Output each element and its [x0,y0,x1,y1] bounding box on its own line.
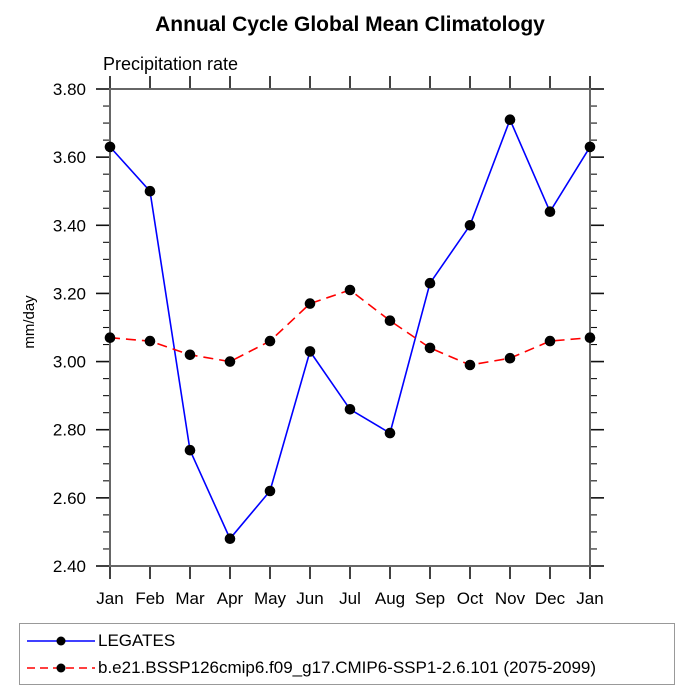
svg-text:Aug: Aug [375,589,405,608]
legend-label: LEGATES [98,631,176,650]
svg-text:2.80: 2.80 [53,421,86,440]
svg-text:3.80: 3.80 [53,80,86,99]
svg-text:3.60: 3.60 [53,148,86,167]
svg-text:2.60: 2.60 [53,489,86,508]
svg-text:Feb: Feb [135,589,164,608]
svg-text:Jan: Jan [96,589,123,608]
svg-text:Jun: Jun [296,589,323,608]
svg-text:3.40: 3.40 [53,216,86,235]
svg-text:May: May [254,589,287,608]
svg-text:Oct: Oct [457,589,484,608]
chart-title: Annual Cycle Global Mean Climatology [155,13,545,36]
svg-text:Jul: Jul [339,589,361,608]
svg-text:Jan: Jan [576,589,603,608]
svg-text:Apr: Apr [217,589,244,608]
svg-text:Dec: Dec [535,589,566,608]
svg-text:Nov: Nov [495,589,526,608]
legend-row: LEGATES [27,631,175,651]
legend-row: b.e21.BSSP126cmip6.f09_g17.CMIP6-SSP1-2.… [27,658,596,678]
svg-text:Sep: Sep [415,589,445,608]
legend-line-model-icon [27,663,95,673]
legend-line-legates-icon [27,636,95,646]
svg-text:3.20: 3.20 [53,284,86,303]
svg-text:3.00: 3.00 [53,353,86,372]
legend-box: LEGATES b.e21.BSSP126cmip6.f09_g17.CMIP6… [19,623,675,685]
chart-subtitle: Precipitation rate [103,54,239,74]
legend-label: b.e21.BSSP126cmip6.f09_g17.CMIP6-SSP1-2.… [98,658,597,677]
svg-text:2.40: 2.40 [53,557,86,576]
svg-text:Mar: Mar [175,589,205,608]
